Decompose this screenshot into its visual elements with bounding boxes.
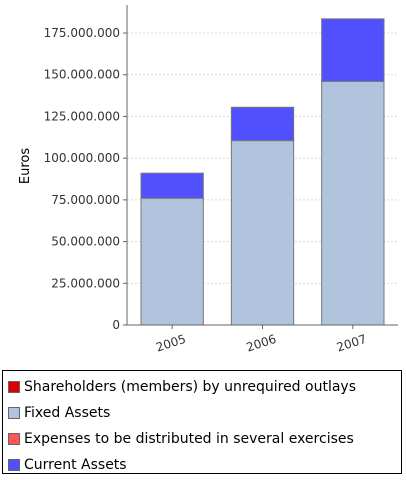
- x-tick-label: 2007: [335, 332, 368, 355]
- bar-2005-fixed-assets: [140, 197, 204, 326]
- y-tick-label: 75.000.000: [51, 193, 120, 207]
- legend-swatch: [8, 407, 20, 419]
- y-tick-label: 50.000.000: [51, 235, 120, 249]
- legend-item: Current Assets: [8, 452, 401, 478]
- legend-label: Current Assets: [24, 457, 127, 473]
- legend-label: Expenses to be distributed in several ex…: [24, 431, 354, 447]
- legend-label: Shareholders (members) by unrequired out…: [24, 379, 356, 395]
- y-tick-label: 150.000.000: [44, 68, 120, 82]
- bars: [140, 18, 385, 326]
- legend-label: Fixed Assets: [24, 405, 111, 421]
- y-tick-label: 100.000.000: [44, 151, 120, 165]
- legend-swatch: [8, 433, 20, 445]
- bar-2006-fixed-assets: [230, 140, 295, 326]
- legend-swatch: [8, 459, 20, 471]
- x-tick-label: 2006: [245, 332, 278, 355]
- y-tick-label: 0: [112, 318, 120, 332]
- legend: Shareholders (members) by unrequired out…: [2, 370, 402, 474]
- chart: 0 25.000.000 50.000.000 75.000.000 100.000.0…: [18, 5, 398, 355]
- y-tick-label: 175.000.000: [44, 26, 120, 40]
- axes: [123, 5, 398, 329]
- axis-labels: 0 25.000.000 50.000.000 75.000.000 100.000.0…: [44, 26, 369, 355]
- legend-swatch: [8, 381, 20, 393]
- bar-2006-current-assets: [230, 106, 295, 142]
- bar-2005-current-assets: [140, 172, 204, 199]
- x-tick-label: 2005: [154, 332, 187, 355]
- legend-item: Expenses to be distributed in several ex…: [8, 426, 401, 452]
- legend-item: Shareholders (members) by unrequired out…: [8, 374, 401, 400]
- y-tick-label: 25.000.000: [51, 276, 120, 290]
- bar-2007-fixed-assets: [321, 80, 385, 326]
- legend-item: Fixed Assets: [8, 400, 401, 426]
- y-tick-label: 125.000.000: [44, 109, 120, 123]
- y-axis-title: Euros: [18, 148, 33, 184]
- bar-2007-current-assets: [321, 18, 385, 82]
